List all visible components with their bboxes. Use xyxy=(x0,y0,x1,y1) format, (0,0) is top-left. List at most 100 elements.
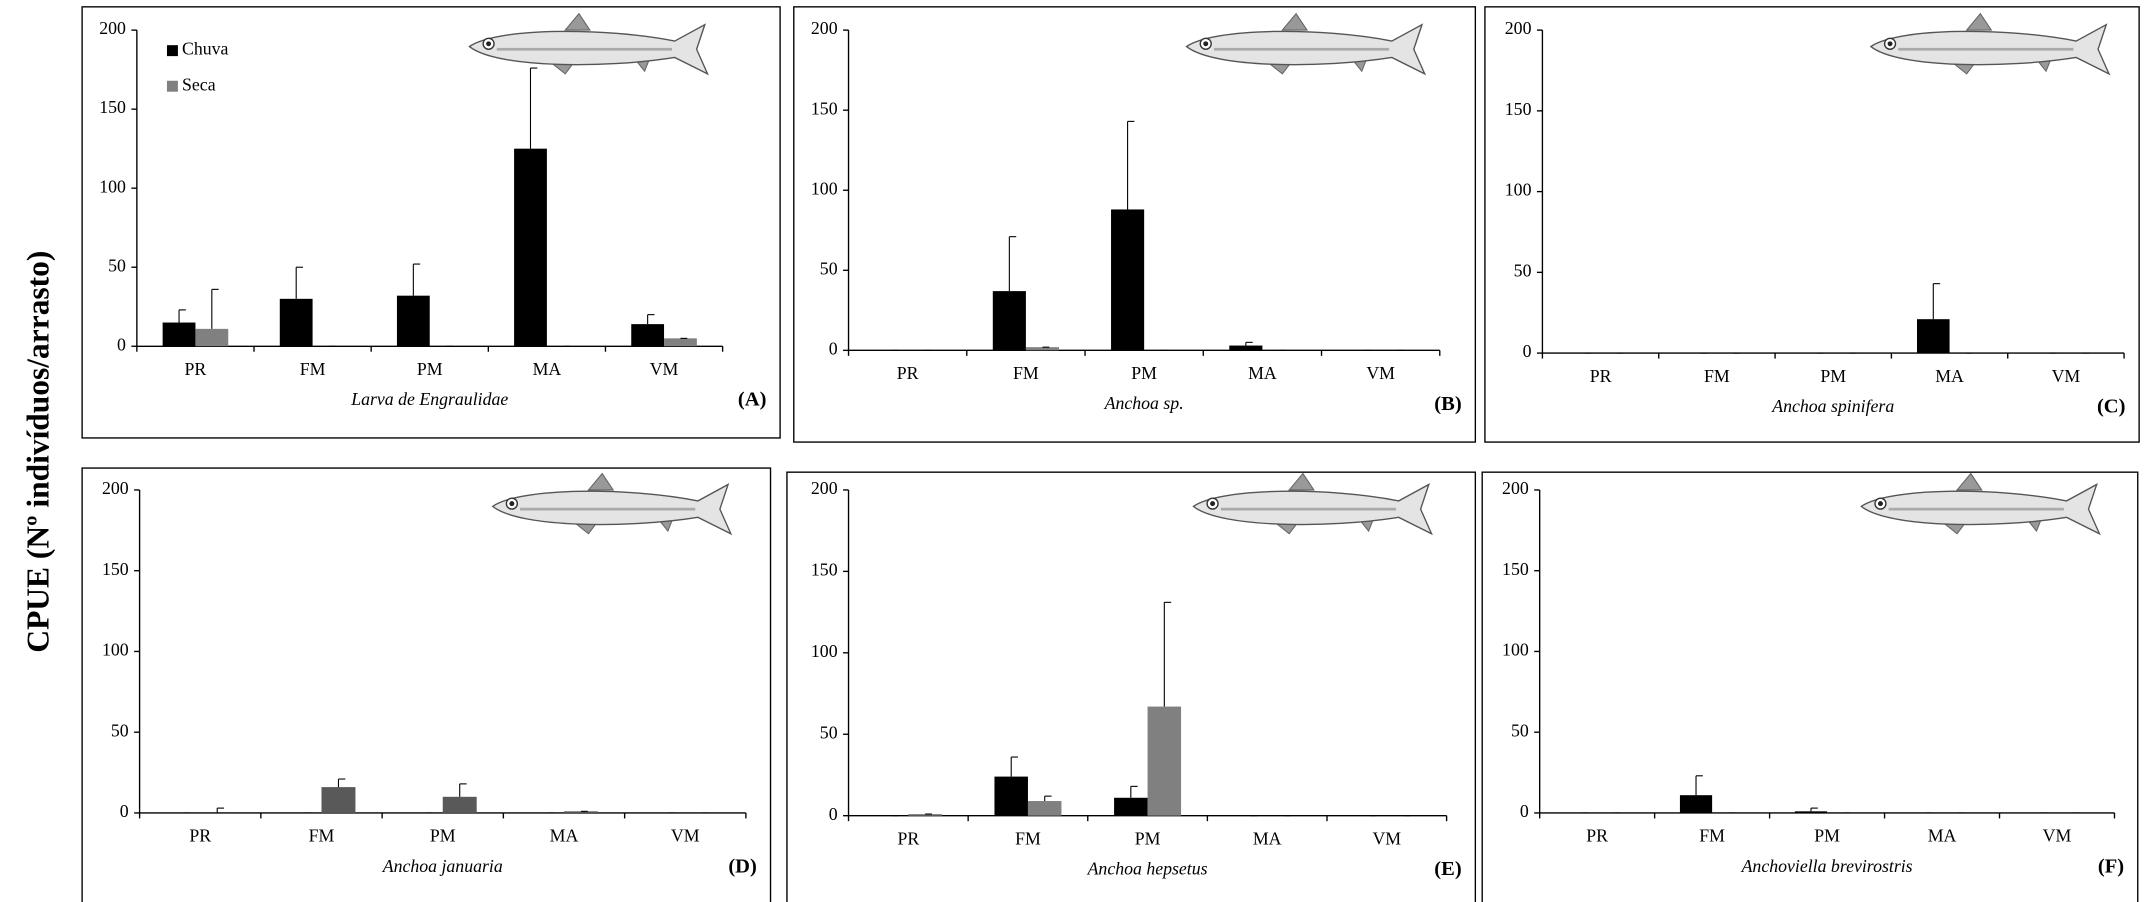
bar xyxy=(1917,319,1950,353)
x-tick-label: FM xyxy=(1699,826,1725,846)
bar xyxy=(993,291,1026,350)
x-tick-label: MA xyxy=(1248,363,1277,383)
panel-label: (B) xyxy=(1434,393,1461,415)
fish-illustration xyxy=(1871,14,2109,74)
x-tick-label: PR xyxy=(897,828,919,848)
panel-frame xyxy=(82,468,770,902)
bar xyxy=(1148,707,1181,816)
bar xyxy=(280,299,313,346)
y-tick-label: 50 xyxy=(820,258,838,278)
y-tick-label: 200 xyxy=(811,478,838,498)
panel-label: (D) xyxy=(728,855,756,877)
x-tick-label: PM xyxy=(430,826,456,846)
y-tick-label: 200 xyxy=(99,18,126,38)
x-tick-label: MA xyxy=(533,359,562,379)
x-tick-label: FM xyxy=(1015,828,1041,848)
x-axis-label: Anchoa spinifera xyxy=(1771,396,1894,416)
fish-illustration xyxy=(1861,474,2099,534)
y-tick-label: 0 xyxy=(120,801,129,821)
figure: CPUE (Nº indivíduos/arrasto) 0 50 100 150 20… xyxy=(0,0,2146,902)
y-axis-label: CPUE (Nº indivíduos/arrasto) xyxy=(20,251,55,653)
bar xyxy=(195,329,228,346)
panel-label: (E) xyxy=(1434,858,1461,880)
x-tick-label: FM xyxy=(1704,366,1730,386)
y-tick-label: 50 xyxy=(108,255,126,275)
x-tick-label: VM xyxy=(1366,363,1395,383)
x-tick-label: VM xyxy=(1372,828,1401,848)
x-tick-label: MA xyxy=(1935,366,1964,386)
x-tick-label: FM xyxy=(300,359,326,379)
bar xyxy=(1114,798,1147,816)
y-tick-label: 50 xyxy=(1511,720,1529,740)
fish-illustration xyxy=(493,474,731,534)
panel-label: (C) xyxy=(2097,396,2125,418)
x-tick-label: VM xyxy=(2052,366,2081,386)
fish-pupil xyxy=(1878,501,1883,506)
bar xyxy=(321,787,355,813)
y-tick-label: 150 xyxy=(1502,559,1529,579)
x-tick-label: VM xyxy=(2043,826,2072,846)
fish-illustration xyxy=(1193,474,1431,534)
x-tick-label: PM xyxy=(417,359,443,379)
bar xyxy=(1795,811,1827,813)
x-tick-label: FM xyxy=(1013,363,1039,383)
panel-frame xyxy=(1482,472,2138,902)
y-tick-label: 200 xyxy=(1502,478,1529,498)
legend-swatch xyxy=(167,81,178,92)
bar xyxy=(443,797,477,813)
x-axis-label: Anchoa januaria xyxy=(382,856,503,876)
y-tick-label: 100 xyxy=(811,178,838,198)
bar xyxy=(1028,801,1061,816)
y-tick-label: 100 xyxy=(1505,180,1532,200)
bar xyxy=(994,777,1027,816)
figure-content: CPUE (Nº indivíduos/arrasto) 0 50 100 150 20… xyxy=(20,7,2139,902)
y-tick-label: 0 xyxy=(1523,341,1532,361)
fish-pupil xyxy=(1888,41,1893,46)
x-axis-label: Anchoa hepsetus xyxy=(1087,859,1208,879)
y-tick-label: 100 xyxy=(99,176,126,196)
fish-pupil xyxy=(509,501,514,506)
y-tick-label: 150 xyxy=(811,98,838,118)
legend-swatch xyxy=(167,45,178,56)
x-axis-label: Anchoviella brevirostris xyxy=(1741,856,1913,876)
x-tick-label: PR xyxy=(897,363,919,383)
y-tick-label: 200 xyxy=(811,18,838,38)
bar xyxy=(397,296,430,347)
y-tick-label: 0 xyxy=(829,804,838,824)
y-tick-label: 50 xyxy=(1514,260,1532,280)
bar xyxy=(514,149,547,347)
x-tick-label: PR xyxy=(1586,826,1608,846)
y-tick-label: 150 xyxy=(1505,99,1532,119)
fish-illustration xyxy=(1187,14,1425,74)
y-tick-label: 0 xyxy=(1520,801,1529,821)
x-tick-label: PM xyxy=(1135,828,1161,848)
panel-label: (A) xyxy=(738,389,766,411)
fish-illustration xyxy=(469,14,707,74)
x-tick-label: VM xyxy=(671,826,700,846)
fish-pupil xyxy=(1203,41,1208,46)
x-tick-label: PR xyxy=(189,826,211,846)
x-tick-label: PR xyxy=(1590,366,1612,386)
x-axis-label: Larva de Engraulidae xyxy=(350,389,508,409)
bar xyxy=(631,324,664,346)
y-tick-label: 200 xyxy=(102,478,129,498)
x-tick-label: MA xyxy=(1253,828,1282,848)
bar xyxy=(664,338,697,346)
y-tick-label: 200 xyxy=(1505,18,1532,38)
y-tick-label: 100 xyxy=(1502,640,1529,660)
x-axis-label: Anchoa sp. xyxy=(1104,393,1184,413)
bar xyxy=(1111,209,1144,350)
y-tick-label: 100 xyxy=(811,641,838,661)
x-tick-label: PM xyxy=(1131,363,1157,383)
legend-label: Chuva xyxy=(182,39,229,59)
y-tick-label: 50 xyxy=(820,722,838,742)
y-tick-label: 100 xyxy=(102,640,129,660)
page: {"ylabel": "CPUE (Nº indivíduos/arrasto)… xyxy=(0,0,2146,902)
fish-pupil xyxy=(1210,501,1215,506)
